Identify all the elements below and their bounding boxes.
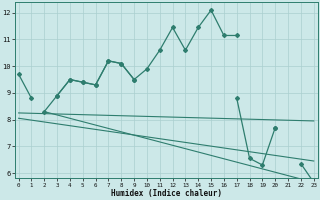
- X-axis label: Humidex (Indice chaleur): Humidex (Indice chaleur): [111, 189, 222, 198]
